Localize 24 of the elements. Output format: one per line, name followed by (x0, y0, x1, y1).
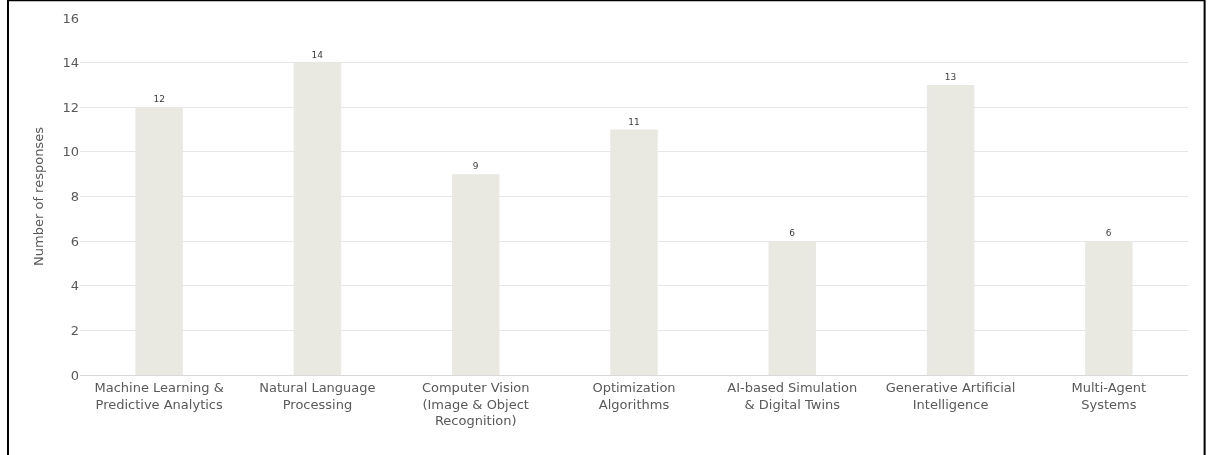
y-tick-label: 10 (62, 144, 79, 160)
y-tick-label: 8 (70, 189, 79, 205)
data-label: 6 (1105, 228, 1112, 239)
data-label: 9 (472, 161, 479, 172)
x-tick-label: AI-based Simulation & Digital Twins (727, 379, 858, 412)
y-tick-label: 12 (62, 99, 79, 115)
y-tick-label: 16 (62, 10, 79, 26)
x-tick-label: Optimization Algorithms (592, 379, 676, 412)
y-axis-title: Number of responses (31, 126, 47, 266)
y-tick-label: 6 (70, 233, 79, 249)
data-label: 13 (944, 71, 957, 82)
y-tick-label: 0 (70, 367, 79, 383)
data-label: 12 (153, 94, 165, 105)
x-tick-label: Multi-Agent Systems (1071, 379, 1147, 412)
x-tick-label: Machine Learning & Predictive Analytics (94, 379, 224, 412)
y-tick-label: 14 (62, 55, 79, 71)
x-tick-label: Computer Vision (Image & Object Recognition) (421, 379, 530, 429)
data-label: 11 (628, 116, 640, 127)
y-tick-label: 4 (70, 278, 79, 294)
y-tick-label: 2 (70, 322, 79, 338)
x-tick-label: Generative Artificial Intelligence (885, 379, 1016, 412)
data-label: 6 (789, 228, 796, 239)
x-tick-label: Natural Language Processing (259, 379, 376, 412)
data-label: 14 (311, 49, 324, 60)
